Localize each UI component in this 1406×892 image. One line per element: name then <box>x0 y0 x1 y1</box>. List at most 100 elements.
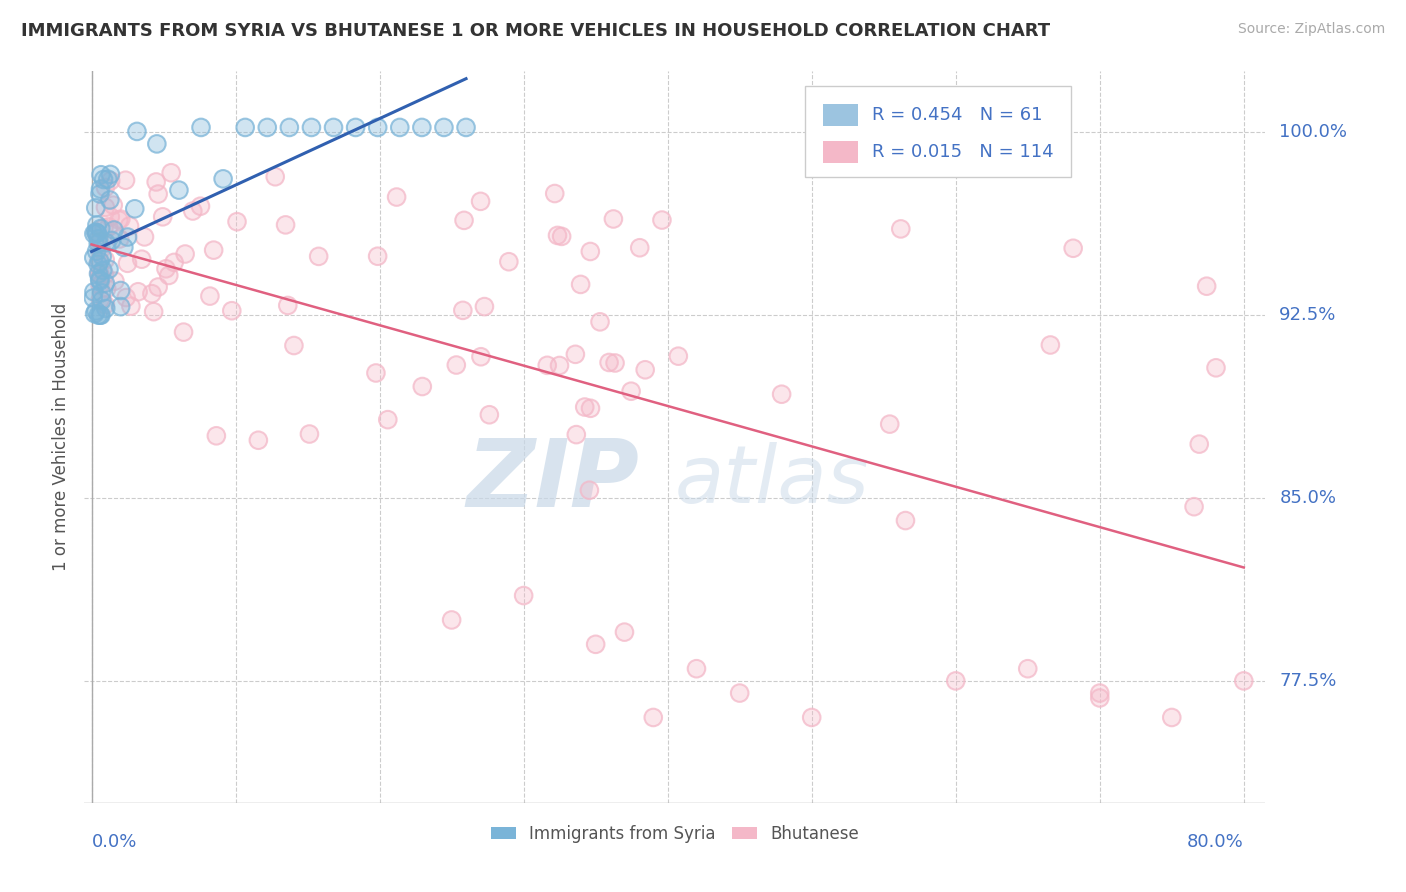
Point <box>446 358 468 372</box>
Point <box>89 272 111 286</box>
Point <box>155 261 177 276</box>
Text: 0.0%: 0.0% <box>91 833 136 851</box>
Point <box>190 199 212 213</box>
Point <box>103 198 125 212</box>
Point <box>84 304 107 318</box>
Point <box>83 307 105 321</box>
Bar <box>823 104 858 127</box>
Point <box>90 285 112 300</box>
Point <box>86 244 108 259</box>
Point <box>96 282 118 296</box>
Point <box>212 172 235 186</box>
Point <box>550 229 572 244</box>
Point <box>1205 360 1227 375</box>
Point <box>90 242 112 256</box>
Point <box>145 175 167 189</box>
Point <box>89 186 111 201</box>
Point <box>160 166 183 180</box>
Point <box>367 120 389 135</box>
Point <box>157 268 180 283</box>
Point <box>114 173 136 187</box>
Point <box>110 300 132 314</box>
Legend: Immigrants from Syria, Bhutanese: Immigrants from Syria, Bhutanese <box>484 818 866 849</box>
Point <box>124 202 146 216</box>
Point <box>93 172 115 186</box>
Point <box>190 120 212 135</box>
Text: 80.0%: 80.0% <box>1187 833 1244 851</box>
Text: 85.0%: 85.0% <box>1279 489 1336 507</box>
Point <box>221 303 243 318</box>
Point <box>89 266 111 280</box>
Point <box>104 274 127 288</box>
Point <box>155 261 177 276</box>
Point <box>226 215 249 229</box>
Point <box>589 315 612 329</box>
Point <box>84 225 107 239</box>
Point <box>613 625 636 640</box>
Point <box>278 120 301 135</box>
Point <box>152 210 174 224</box>
Point <box>569 277 592 292</box>
Point <box>564 347 586 361</box>
Point <box>1160 710 1182 724</box>
Point <box>146 280 169 294</box>
Point <box>97 172 120 186</box>
Point <box>564 347 586 361</box>
Point <box>574 400 596 414</box>
Point <box>103 198 125 212</box>
Point <box>86 227 108 241</box>
Point <box>94 301 117 316</box>
Point <box>579 244 602 259</box>
Point <box>84 201 107 215</box>
Point <box>89 278 111 293</box>
Point <box>1233 673 1256 688</box>
Point <box>277 298 299 312</box>
Point <box>90 293 112 308</box>
Point <box>634 363 657 377</box>
Point <box>100 168 122 182</box>
Point <box>247 434 270 448</box>
Point <box>100 234 122 248</box>
Point <box>118 219 141 233</box>
Point <box>108 213 131 227</box>
Point <box>89 308 111 322</box>
Point <box>163 255 186 269</box>
Point <box>120 299 142 313</box>
Point <box>685 662 707 676</box>
Point <box>1088 690 1111 705</box>
Point <box>603 356 626 370</box>
Point <box>198 289 221 303</box>
Point <box>433 120 456 135</box>
Point <box>141 286 163 301</box>
Point <box>440 613 463 627</box>
Point <box>470 194 492 209</box>
Point <box>264 169 287 184</box>
Point <box>142 304 165 318</box>
Point <box>83 227 105 241</box>
Point <box>202 243 225 257</box>
Point <box>89 268 111 282</box>
Point <box>388 120 411 135</box>
Point <box>94 277 117 291</box>
Point <box>1188 437 1211 451</box>
Point <box>134 230 156 244</box>
Point <box>470 350 492 364</box>
Point <box>247 434 270 448</box>
Point <box>100 174 122 188</box>
Point <box>283 338 305 352</box>
Point <box>221 303 243 318</box>
Point <box>87 232 110 246</box>
Point <box>589 315 612 329</box>
Point <box>1195 279 1218 293</box>
Point <box>174 247 197 261</box>
Point <box>90 221 112 235</box>
Point <box>115 291 138 305</box>
Point <box>411 120 433 135</box>
Point <box>894 514 917 528</box>
Point <box>89 186 111 201</box>
Point <box>226 215 249 229</box>
Point <box>301 120 323 135</box>
Point <box>603 356 626 370</box>
Point <box>277 298 299 312</box>
Point <box>474 300 496 314</box>
